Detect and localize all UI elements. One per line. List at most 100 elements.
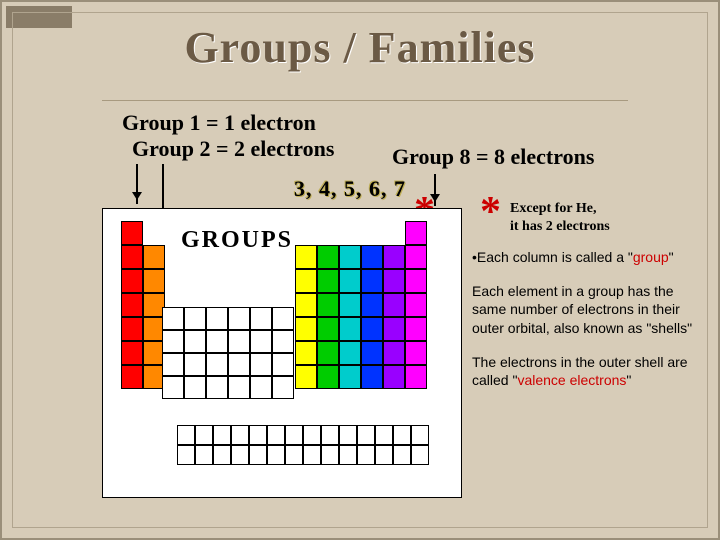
- transition-cell: [250, 353, 272, 376]
- transition-cell: [184, 376, 206, 399]
- f-block-cell: [177, 425, 195, 445]
- group-cell: [383, 341, 405, 365]
- f-block-cell: [249, 425, 267, 445]
- f-block-cell: [177, 445, 195, 465]
- label-group-1: Group 1 = 1 electron: [122, 110, 316, 136]
- group-cell: [295, 317, 317, 341]
- group-cell: [317, 269, 339, 293]
- group-cell: [405, 365, 427, 389]
- f-block-cell: [375, 425, 393, 445]
- f-block-cell: [375, 445, 393, 465]
- f-block-cell: [411, 445, 429, 465]
- group-cell: [295, 245, 317, 269]
- group-cell: [405, 245, 427, 269]
- group-cell: [121, 245, 143, 269]
- f-block-cell: [285, 425, 303, 445]
- periodic-table-chart: GROUPS: [102, 208, 462, 498]
- group-cell: [339, 317, 361, 341]
- transition-cell: [250, 376, 272, 399]
- transition-block: [163, 307, 295, 401]
- star-icon: *: [480, 188, 501, 236]
- transition-cell: [184, 307, 206, 330]
- transition-cell: [184, 353, 206, 376]
- group-cell: [121, 293, 143, 317]
- f-block-cell: [303, 445, 321, 465]
- group-cell: [383, 365, 405, 389]
- transition-cell: [272, 353, 294, 376]
- group-cell: [121, 221, 143, 245]
- f-block-cell: [213, 425, 231, 445]
- bullet-list: •Each column is called a "group" Each el…: [472, 248, 697, 405]
- group-cell: [383, 269, 405, 293]
- bullet-1-text-end: ": [669, 249, 674, 265]
- label-group-8: Group 8 = 8 electrons: [392, 144, 594, 170]
- group-cell: [405, 269, 427, 293]
- transition-cell: [162, 330, 184, 353]
- group-cell: [317, 365, 339, 389]
- group-cell: [121, 365, 143, 389]
- transition-cell: [162, 376, 184, 399]
- group-cell: [317, 245, 339, 269]
- transition-cell: [272, 376, 294, 399]
- label-group-2: Group 2 = 2 electrons: [132, 136, 334, 162]
- title-underline: [102, 100, 628, 101]
- group-cell: [361, 269, 383, 293]
- transition-cell: [184, 330, 206, 353]
- bullet-1: •Each column is called a "group": [472, 248, 697, 266]
- transition-cell: [228, 307, 250, 330]
- group-cell: [295, 341, 317, 365]
- except-line2: it has 2 electrons: [510, 219, 610, 234]
- f-block-cell: [195, 425, 213, 445]
- f-block-cell: [357, 425, 375, 445]
- group-cell: [295, 365, 317, 389]
- group-cell: [405, 293, 427, 317]
- bullet-2: Each element in a group has the same num…: [472, 282, 697, 337]
- group-cell: [383, 245, 405, 269]
- f-block-cell: [339, 445, 357, 465]
- transition-cell: [206, 330, 228, 353]
- transition-cell: [206, 307, 228, 330]
- f-block-cell: [195, 445, 213, 465]
- group-cell: [121, 269, 143, 293]
- group-cell: [361, 293, 383, 317]
- transition-cell: [228, 376, 250, 399]
- transition-cell: [228, 330, 250, 353]
- transition-cell: [162, 307, 184, 330]
- f-block-cell: [321, 425, 339, 445]
- bullet-3-highlight: valence electrons: [517, 372, 626, 388]
- f-block-cell: [285, 445, 303, 465]
- transition-cell: [228, 353, 250, 376]
- group-cell: [405, 317, 427, 341]
- f-block-cell: [411, 425, 429, 445]
- f-block-cell: [267, 445, 285, 465]
- group-cell: [361, 341, 383, 365]
- group-cell: [383, 317, 405, 341]
- f-block-cell: [213, 445, 231, 465]
- group-cell: [295, 269, 317, 293]
- f-block-cell: [231, 425, 249, 445]
- f-block-cell: [321, 445, 339, 465]
- transition-cell: [272, 330, 294, 353]
- group-cell: [317, 317, 339, 341]
- arrow-to-group-1: [136, 164, 138, 204]
- f-block-cell: [393, 445, 411, 465]
- group-cell: [317, 341, 339, 365]
- f-block-cell: [267, 425, 285, 445]
- f-block-cell: [339, 425, 357, 445]
- bullet-1-highlight: group: [633, 249, 669, 265]
- group-cell: [143, 269, 165, 293]
- group-cell: [383, 293, 405, 317]
- group-cell: [121, 341, 143, 365]
- bullet-3: The electrons in the outer shell are cal…: [472, 353, 697, 389]
- transition-cell: [272, 307, 294, 330]
- group-cell: [143, 245, 165, 269]
- transition-cell: [206, 353, 228, 376]
- label-groups-3-7: 3, 4, 5, 6, 7: [294, 176, 406, 202]
- group-cell: [361, 317, 383, 341]
- transition-cell: [162, 353, 184, 376]
- group-cell: [339, 269, 361, 293]
- group-cell: [317, 293, 339, 317]
- f-block-cell: [303, 425, 321, 445]
- group-cell: [339, 365, 361, 389]
- group-cell: [121, 317, 143, 341]
